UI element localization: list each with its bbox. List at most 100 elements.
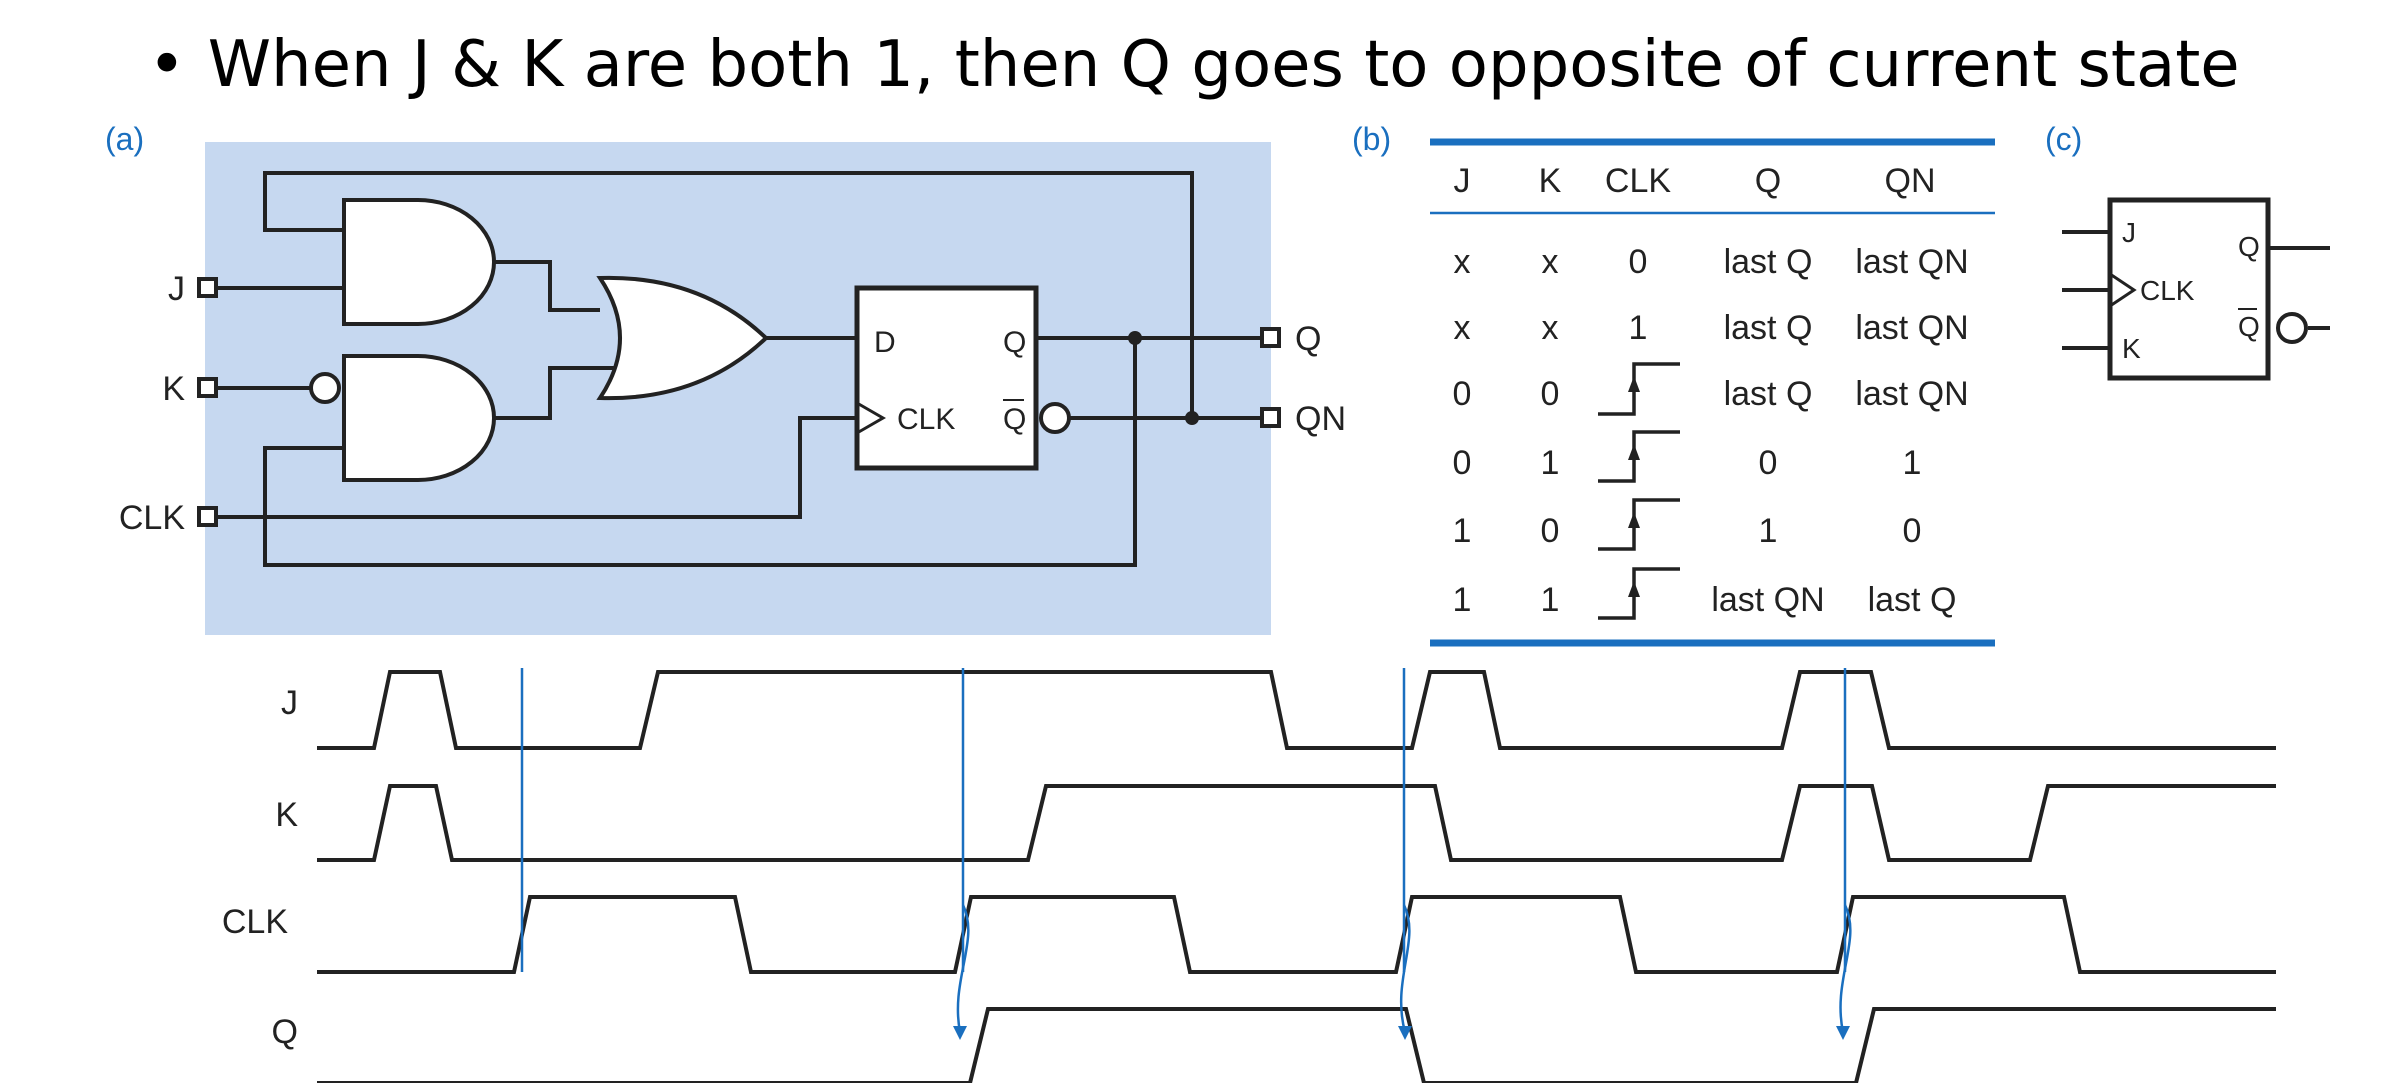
k-port [197,377,218,398]
d-flip-flop: D Q CLK Q [854,285,1071,471]
q-port [1260,327,1281,348]
cell-k: 0 [1541,512,1560,550]
and-gate-upper [342,198,496,326]
cell-q: last Q [1724,243,1813,281]
cell-k: x [1542,309,1559,347]
clk-port [197,506,218,527]
cell-qn: last Q [1868,581,1957,619]
cell-j: x [1454,243,1471,281]
cell-q: last QN [1711,581,1824,619]
jk-symbol-box [2107,197,2271,381]
and-gate-lower [342,354,496,482]
causality-arrow [1399,904,1411,1033]
arrow-head-icon [1836,1026,1850,1040]
input-clk-label: CLK [119,499,185,537]
cell-clk: 1 [1629,309,1648,347]
header-q: Q [1755,162,1781,200]
panel-a-label: (a) [105,121,144,157]
arrow-head-icon [953,1026,967,1040]
junction-dot [1128,331,1142,345]
cell-qn: 1 [1903,444,1922,482]
timing-labels: J K CLK Q [222,684,298,1051]
header-clk: CLK [1605,162,1671,200]
clock-edge-markers [520,668,1852,1033]
cell-j: 1 [1453,581,1472,619]
symbol-k-pin: K [2122,333,2141,364]
panel-b: (b) J K CLK Q QN x x 0 last Q last QN [1352,121,1995,647]
bullet-text: When J & K are both 1, then Q goes to op… [207,28,2240,102]
panel-b-label: (b) [1352,121,1391,157]
rising-edge-icon [1598,498,1680,551]
dff-q-pin: Q [1003,326,1026,359]
cell-k: 1 [1541,444,1560,482]
table-row: 0 1 0 1 [1453,444,1922,482]
junction-dot [1185,411,1199,425]
timing-diagram: J K CLK Q [222,668,2276,1083]
timing-label-q: Q [272,1013,298,1051]
timing-label-clk: CLK [222,903,288,941]
cell-k: 1 [1541,581,1560,619]
bullet-title: • When J & K are both 1, then Q goes to o… [148,28,2240,102]
qbar-bubble [2276,312,2308,344]
waveform-q [317,1007,2276,1083]
waveform-j [317,670,2276,750]
timing-label-k: K [275,796,298,834]
table-row: 1 1 last QN last Q [1453,581,1957,619]
symbol-qbar-pin: Q [2238,311,2260,342]
clock-triangle-icon [2109,272,2137,308]
table-row: 1 0 1 0 [1453,512,1922,550]
output-q-label: Q [1295,320,1321,358]
symbol-j-pin: J [2122,217,2136,248]
waveform-k [317,784,2276,862]
table-row: x x 0 last Q last QN [1454,243,1969,281]
output-qn-label: QN [1295,400,1346,438]
waveforms [317,670,2276,1083]
cell-qn: last QN [1855,375,1968,413]
header-qn: QN [1885,162,1936,200]
rising-edge-icon [1598,362,1680,416]
cell-q: 0 [1759,444,1778,482]
waveform-clk [317,895,2276,974]
j-port [197,277,218,298]
causality-arrow [1839,904,1852,1033]
panel-c: (c) J CLK K Q Q [2045,121,2330,381]
cell-clk: 0 [1629,243,1648,281]
panel-c-label: (c) [2045,121,2082,157]
panel-a: (a) [105,121,1346,635]
cell-j: 0 [1453,444,1472,482]
timing-label-j: J [281,684,298,722]
arrow-head-icon [1398,1026,1412,1040]
cell-k: x [1542,243,1559,281]
cell-qn: 0 [1903,512,1922,550]
input-j-label: J [168,270,185,308]
table-row: 0 0 last Q last QN [1453,375,1969,413]
rising-edge-icon [1598,567,1680,620]
dff-qbar-pin: Q [1003,403,1026,436]
arrow-heads [953,1026,1850,1040]
causality-arrow [956,904,970,1033]
input-k-label: K [162,370,185,408]
table-body: x x 0 last Q last QN x x 1 last Q last Q… [1453,243,1969,619]
table-row: x x 1 last Q last QN [1454,309,1969,347]
schematic-wires [215,171,1261,567]
header-j: J [1454,162,1471,200]
cell-qn: last QN [1855,309,1968,347]
dff-d-pin: D [874,326,896,359]
cell-qn: last QN [1855,243,1968,281]
or-gate [596,275,769,401]
cell-q: last Q [1724,375,1813,413]
dff-qbar-bubble [1039,402,1071,434]
symbol-q-pin: Q [2238,231,2260,262]
cell-q: last Q [1724,309,1813,347]
cell-q: 1 [1759,512,1778,550]
header-k: K [1539,162,1562,200]
bullet-dot: • [148,28,186,102]
cell-j: x [1454,309,1471,347]
table-header-row: J K CLK Q QN [1454,162,1936,200]
rising-edge-icon [1598,430,1680,483]
symbol-clk-pin: CLK [2140,275,2195,306]
rising-edge-icons [1598,362,1680,620]
cell-k: 0 [1541,375,1560,413]
